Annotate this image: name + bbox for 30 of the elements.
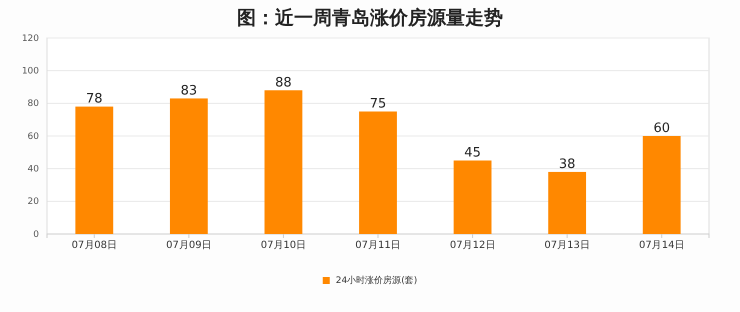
bar <box>170 98 208 234</box>
bar <box>454 160 492 234</box>
x-tick-label: 07月08日 <box>72 240 118 252</box>
y-tick-label: 20 <box>28 197 40 208</box>
legend-label: 24小时涨价房源(套) <box>336 275 418 286</box>
data-label: 88 <box>275 75 292 90</box>
x-tick-label: 07月10日 <box>260 240 306 252</box>
data-label: 78 <box>86 92 103 107</box>
bar <box>75 106 114 234</box>
bar <box>642 136 681 234</box>
data-label: 83 <box>180 83 198 98</box>
y-tick-label: 40 <box>28 164 40 175</box>
data-label: 38 <box>558 156 576 172</box>
y-tick-label: 80 <box>28 99 40 110</box>
chart-title: 图：近一周青岛涨价房源量走势 <box>237 7 503 29</box>
data-label: 45 <box>464 146 481 160</box>
y-tick-label: 60 <box>28 132 40 142</box>
data-label: 60 <box>653 121 670 136</box>
data-label: 75 <box>370 96 386 112</box>
bar <box>359 112 397 234</box>
y-tick-label: 100 <box>22 66 40 77</box>
x-tick-label: 07月09日 <box>166 240 212 252</box>
x-tick-label: 07月11日 <box>355 240 401 252</box>
y-tick-label: 120 <box>22 34 40 44</box>
x-tick-label: 07月13日 <box>544 240 590 252</box>
bar <box>264 90 302 234</box>
y-tick-label: 0 <box>33 230 40 240</box>
bar <box>548 172 586 234</box>
x-tick-label: 07月14日 <box>638 240 684 252</box>
x-tick-label: 07月12日 <box>450 240 496 252</box>
